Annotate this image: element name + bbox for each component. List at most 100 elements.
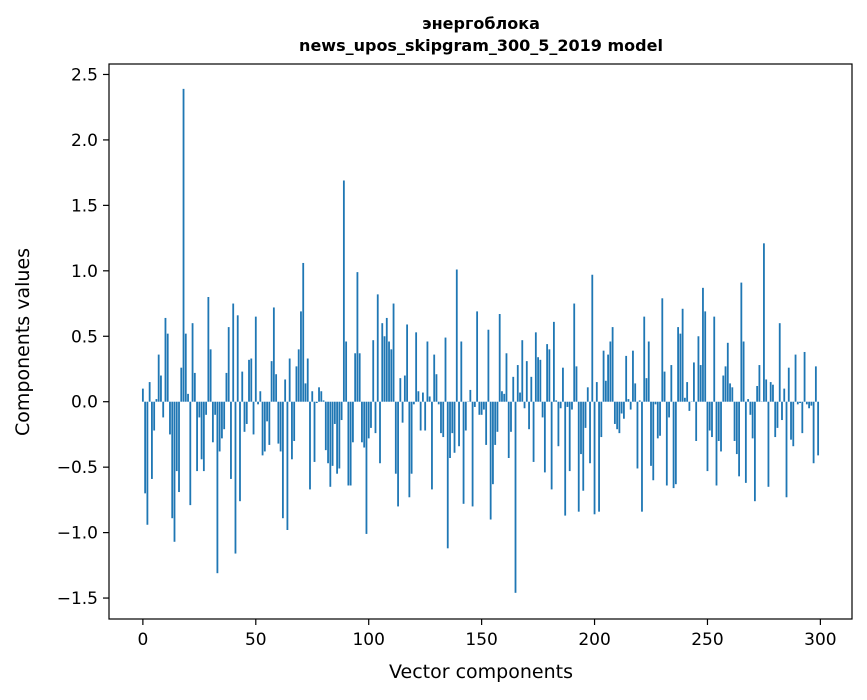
bar-133	[442, 402, 444, 437]
bar-146	[472, 402, 474, 507]
bar-262	[734, 402, 736, 441]
bar-178	[544, 402, 546, 473]
bar-194	[580, 402, 582, 454]
bar-260	[729, 383, 731, 401]
bar-109	[388, 342, 390, 402]
bar-43	[239, 402, 241, 501]
bar-60	[277, 402, 279, 444]
bar-9	[162, 402, 164, 418]
y-tick-label: 1.0	[71, 262, 98, 282]
bar-72	[305, 383, 307, 401]
bar-240	[684, 398, 686, 402]
bar-61	[280, 402, 282, 452]
y-tick-label: −1.0	[57, 524, 98, 544]
bar-75	[311, 391, 313, 401]
bar-145	[469, 390, 471, 402]
bar-231	[664, 372, 666, 402]
bar-55	[266, 402, 268, 422]
bar-98	[363, 402, 365, 448]
bar-114	[399, 378, 401, 402]
bar-54	[264, 402, 266, 452]
bar-141	[460, 342, 462, 402]
chart-title-line-1: энергоблока	[422, 14, 540, 33]
bar-289	[795, 355, 797, 402]
bar-56	[268, 402, 270, 445]
bar-248	[702, 288, 704, 402]
bar-230	[661, 298, 663, 401]
bar-93	[352, 402, 354, 443]
bar-110	[390, 349, 392, 401]
bar-237	[677, 327, 679, 402]
bar-112	[395, 402, 397, 474]
bar-49	[253, 402, 255, 435]
x-tick-label: 0	[137, 630, 148, 650]
bar-157	[497, 402, 499, 432]
bar-126	[427, 342, 429, 402]
bar-158	[499, 314, 501, 402]
bar-190	[571, 402, 573, 410]
bar-168	[521, 340, 523, 402]
bar-220	[639, 400, 641, 401]
bar-185	[560, 402, 562, 409]
bar-62	[282, 402, 284, 518]
bar-216	[630, 402, 632, 410]
bar-15	[176, 402, 178, 471]
bar-148	[476, 311, 478, 401]
bar-167	[519, 393, 521, 402]
bar-172	[530, 377, 532, 402]
bar-119	[411, 402, 413, 474]
bar-164	[512, 377, 514, 402]
bar-151	[483, 402, 485, 410]
bar-197	[587, 387, 589, 401]
bar-31	[212, 402, 214, 443]
bar-233	[668, 402, 670, 418]
bar-23	[194, 373, 196, 402]
bar-1	[144, 402, 146, 494]
bar-92	[350, 402, 352, 486]
bar-198	[589, 402, 591, 464]
bar-273	[759, 365, 761, 402]
x-tick-label: 250	[691, 630, 723, 650]
bar-210	[616, 402, 618, 429]
bar-226	[652, 402, 654, 481]
bar-255	[718, 402, 720, 441]
bar-76	[314, 402, 316, 462]
bar-214	[625, 356, 627, 402]
bar-232	[666, 402, 668, 486]
bar-159	[501, 391, 503, 401]
x-tick-label: 50	[245, 630, 267, 650]
bar-222	[643, 317, 645, 402]
bar-221	[641, 402, 643, 512]
bar-105	[379, 402, 381, 464]
bar-82	[327, 402, 329, 464]
bar-171	[528, 402, 530, 429]
bar-20	[187, 394, 189, 402]
bar-128	[431, 402, 433, 490]
bar-203	[600, 402, 602, 437]
bar-142	[463, 402, 465, 504]
bar-95	[357, 272, 359, 402]
bar-163	[510, 402, 512, 432]
bar-263	[736, 402, 738, 454]
bar-58	[273, 307, 275, 401]
bar-272	[756, 386, 758, 402]
bar-22	[192, 323, 194, 402]
bar-130	[436, 374, 438, 401]
bar-103	[375, 402, 377, 433]
bar-125	[424, 402, 426, 431]
bar-149	[478, 402, 480, 415]
bar-283	[781, 402, 783, 420]
bar-276	[765, 379, 767, 401]
bar-208	[612, 327, 614, 402]
bar-69	[298, 349, 300, 401]
bar-122	[417, 391, 419, 401]
bar-241	[686, 382, 688, 402]
bar-77	[316, 402, 318, 403]
bar-212	[621, 402, 623, 414]
bar-150	[481, 402, 483, 415]
bar-78	[318, 387, 320, 401]
bar-223	[646, 378, 648, 402]
bar-211	[618, 402, 620, 433]
bar-10	[165, 318, 167, 402]
bar-13	[171, 402, 173, 518]
